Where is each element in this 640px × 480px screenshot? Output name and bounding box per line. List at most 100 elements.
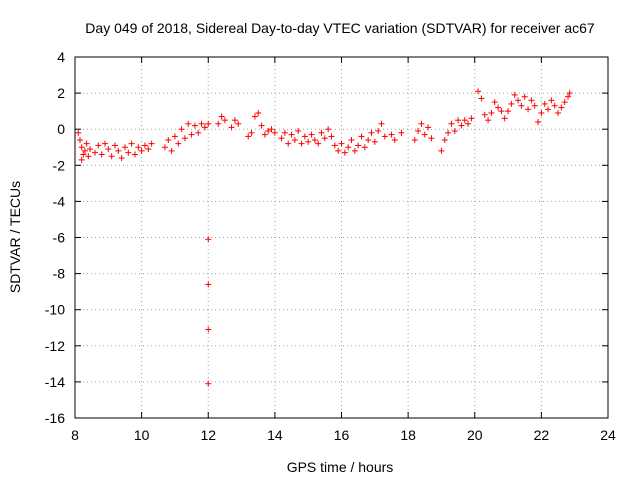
- data-point: [461, 117, 468, 124]
- data-point: [351, 147, 358, 154]
- data-point: [511, 91, 518, 98]
- data-point: [505, 108, 512, 115]
- x-tick-label: 8: [71, 427, 79, 443]
- data-point: [528, 97, 535, 104]
- data-point: [438, 147, 445, 154]
- data-point: [555, 109, 562, 116]
- data-point: [228, 124, 235, 131]
- x-tick-label: 20: [467, 427, 483, 443]
- data-point: [115, 147, 122, 154]
- data-point: [258, 122, 265, 129]
- data-point: [411, 137, 418, 144]
- data-point: [141, 142, 148, 149]
- data-point: [418, 120, 425, 127]
- data-point: [545, 106, 552, 113]
- data-point: [445, 129, 452, 136]
- data-point: [145, 146, 152, 153]
- data-point: [315, 140, 322, 147]
- data-point: [308, 131, 315, 138]
- data-point: [298, 140, 305, 147]
- data-point: [98, 151, 105, 158]
- data-point: [425, 124, 432, 131]
- data-point: [215, 120, 222, 127]
- data-point: [195, 129, 202, 136]
- data-point: [458, 122, 465, 129]
- data-point: [205, 281, 212, 288]
- x-tick-label: 14: [267, 427, 283, 443]
- y-tick-label: -6: [53, 230, 66, 246]
- data-point: [521, 93, 528, 100]
- y-tick-label: -12: [45, 338, 65, 354]
- data-point: [121, 144, 128, 151]
- data-point: [565, 93, 572, 100]
- data-point: [265, 128, 272, 135]
- data-point: [365, 137, 372, 144]
- data-point: [345, 144, 352, 151]
- y-tick-label: 0: [57, 121, 65, 137]
- data-point: [341, 149, 348, 156]
- data-point: [231, 117, 238, 124]
- data-point: [261, 131, 268, 138]
- data-point: [305, 138, 312, 145]
- data-point: [468, 115, 475, 122]
- data-point: [168, 147, 175, 154]
- y-tick-label: -10: [45, 302, 65, 318]
- data-point: [191, 122, 198, 129]
- data-point: [111, 142, 118, 149]
- data-point: [125, 149, 132, 156]
- data-point: [375, 128, 382, 135]
- data-point: [285, 140, 292, 147]
- data-point: [368, 129, 375, 136]
- data-point: [541, 100, 548, 107]
- data-point: [531, 102, 538, 109]
- data-point: [131, 151, 138, 158]
- data-point: [118, 155, 125, 162]
- data-point: [551, 102, 558, 109]
- data-point: [465, 120, 472, 127]
- data-point: [108, 153, 115, 160]
- data-point: [501, 115, 508, 122]
- data-point: [548, 97, 555, 104]
- data-point: [138, 147, 145, 154]
- data-point: [508, 100, 515, 107]
- y-tick-label: 2: [57, 85, 65, 101]
- data-point: [318, 129, 325, 136]
- data-point: [475, 88, 482, 95]
- data-point: [495, 104, 502, 111]
- y-tick-label: 4: [57, 49, 65, 65]
- data-point: [421, 131, 428, 138]
- data-point: [268, 126, 275, 133]
- x-tick-label: 24: [600, 427, 616, 443]
- data-point: [398, 129, 405, 136]
- data-point: [86, 146, 93, 153]
- data-point: [358, 133, 365, 140]
- data-point: [81, 147, 88, 154]
- data-point: [538, 109, 545, 116]
- data-point: [338, 140, 345, 147]
- data-point: [91, 149, 98, 156]
- data-point: [105, 146, 112, 153]
- data-point: [535, 118, 542, 125]
- data-point: [271, 129, 278, 136]
- data-point: [525, 106, 532, 113]
- data-point: [83, 140, 90, 147]
- y-tick-label: -16: [45, 410, 65, 426]
- data-point: [361, 144, 368, 151]
- data-point: [101, 140, 108, 147]
- data-point: [78, 144, 85, 151]
- x-axis-label: GPS time / hours: [287, 459, 394, 475]
- data-point: [185, 120, 192, 127]
- data-point: [415, 128, 422, 135]
- data-point: [76, 137, 83, 144]
- data-point: [221, 117, 228, 124]
- data-point: [441, 137, 448, 144]
- data-point: [371, 138, 378, 145]
- data-point: [328, 133, 335, 140]
- data-point: [161, 144, 168, 151]
- grid: [75, 57, 608, 418]
- data-point: [205, 236, 212, 243]
- data-point: [388, 131, 395, 138]
- data-point: [325, 126, 332, 133]
- data-point: [561, 99, 568, 106]
